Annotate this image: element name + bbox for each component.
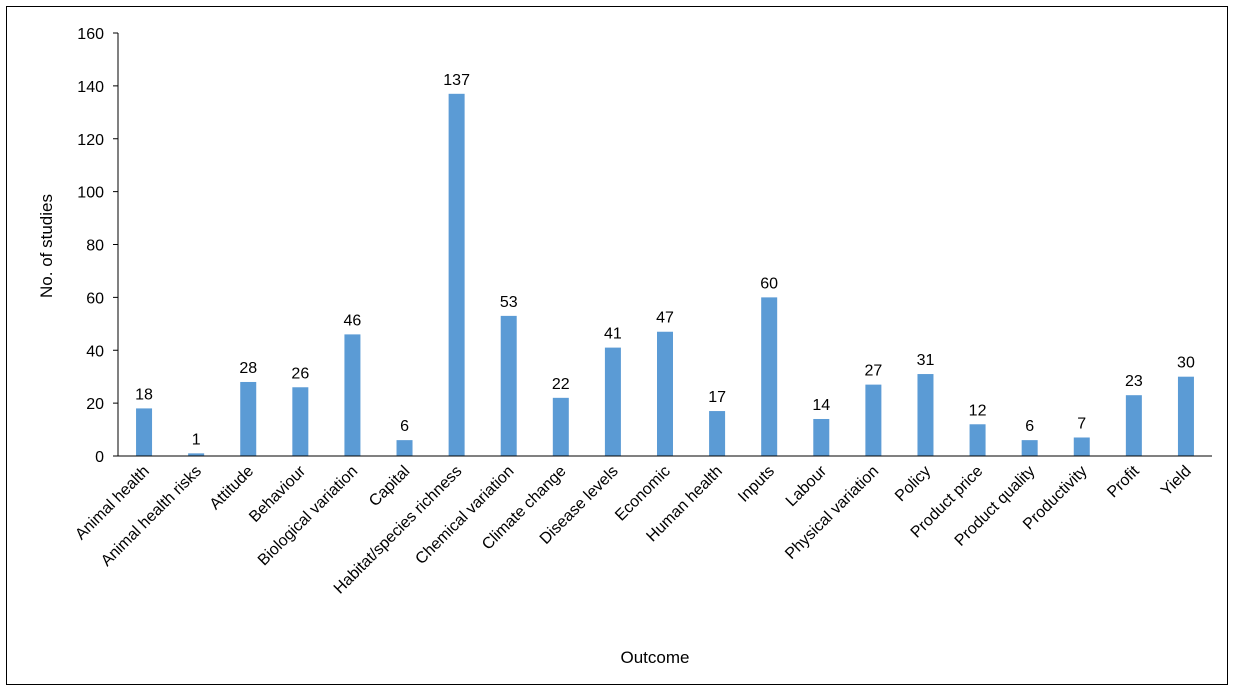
data-label: 6 <box>1025 418 1034 435</box>
x-tick-label: Physical variation <box>782 463 882 563</box>
chart-frame <box>6 6 1228 685</box>
bar <box>917 374 934 456</box>
data-label: 137 <box>443 72 470 89</box>
y-tick-label: 80 <box>86 238 104 255</box>
y-tick-label: 160 <box>77 26 104 43</box>
bar <box>1021 440 1038 456</box>
data-label: 22 <box>552 376 570 393</box>
data-label: 31 <box>917 352 935 369</box>
data-label: 28 <box>239 360 257 377</box>
bar <box>552 397 569 456</box>
bar <box>657 331 673 456</box>
bar <box>604 347 621 456</box>
data-label: 26 <box>291 365 309 382</box>
data-label: 27 <box>864 363 882 380</box>
data-label: 1 <box>192 431 201 448</box>
bar <box>292 387 309 456</box>
bar <box>1177 376 1194 456</box>
data-label: 41 <box>604 326 622 343</box>
data-label: 7 <box>1077 415 1086 432</box>
data-label: 47 <box>656 310 674 327</box>
bar <box>813 418 830 456</box>
bar <box>396 440 413 456</box>
x-tick-label: Labour <box>783 462 831 510</box>
x-tick-label: Attitude <box>207 463 257 513</box>
bar <box>448 93 465 457</box>
bar <box>865 384 882 456</box>
data-label: 12 <box>969 402 987 419</box>
bars: 18 1 28 26 46 6 137 53 22 41 47 17 60 14 27 31 12 6 7 23 30 <box>135 72 1195 457</box>
x-tick-label: Yield <box>1158 463 1195 500</box>
y-tick-label: 20 <box>86 396 104 413</box>
bar <box>344 334 361 456</box>
bar <box>1125 395 1142 456</box>
bar <box>500 315 517 456</box>
y-tick-label: 0 <box>95 449 104 466</box>
data-label: 6 <box>400 418 409 435</box>
x-tick-label: Biological variation <box>255 463 361 569</box>
y-axis: 0 20 40 60 80 100 120 140 160 <box>77 26 119 466</box>
data-label: 23 <box>1125 373 1143 390</box>
bar <box>1073 437 1090 456</box>
x-tick-label: Capital <box>366 463 413 510</box>
y-tick-label: 120 <box>77 132 104 149</box>
x-tick-label: Inputs <box>735 463 778 506</box>
bar <box>709 411 726 456</box>
data-label: 18 <box>135 386 153 403</box>
y-tick-label: 60 <box>86 290 104 307</box>
bar <box>136 408 153 456</box>
data-label: 14 <box>812 397 830 414</box>
bar <box>240 381 257 456</box>
data-label: 17 <box>708 389 726 406</box>
bar <box>761 297 778 456</box>
data-label: 60 <box>760 275 778 292</box>
y-tick-label: 100 <box>77 185 104 202</box>
data-label: 30 <box>1177 355 1195 372</box>
x-tick-label: Animal health risks <box>98 463 205 570</box>
bar <box>969 424 986 456</box>
x-tick-label: Profit <box>1104 462 1143 501</box>
y-tick-label: 140 <box>77 79 104 96</box>
x-axis-title: Outcome <box>621 648 690 667</box>
x-tick-label: Chemical variation <box>412 463 517 568</box>
data-label: 53 <box>500 294 518 311</box>
data-label: 46 <box>344 312 362 329</box>
y-tick-label: 40 <box>86 343 104 360</box>
y-axis-title: No. of studies <box>37 194 56 298</box>
x-tick-label: Policy <box>892 463 934 505</box>
bar <box>188 453 205 456</box>
